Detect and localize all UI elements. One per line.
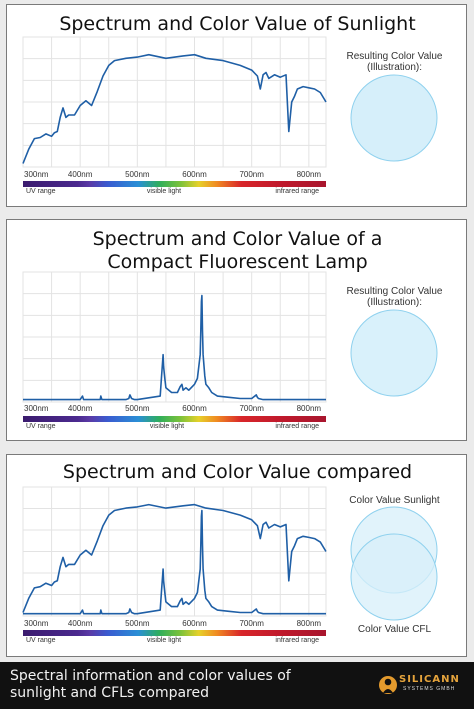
x-tick-label: 700nm — [239, 170, 264, 179]
infrared-range-label: infrared range — [275, 423, 319, 430]
visible-light-label: visible light — [147, 637, 181, 644]
cfl-spectrum-band — [23, 416, 326, 422]
compared-cfl-caption: Color Value CFL — [357, 624, 432, 635]
x-tick-label: 800nm — [297, 404, 322, 413]
sunlight-spectrum-line — [22, 53, 327, 164]
compared-cfl-circle — [350, 533, 438, 621]
uv-range-label: UV range — [26, 188, 56, 195]
x-tick-label: 500nm — [125, 404, 150, 413]
uv-range-label: UV range — [26, 423, 56, 430]
cfl-spectrum-line — [23, 294, 326, 401]
cfl-grid — [22, 271, 327, 403]
sunlight-title: Spectrum and Color Value of Sunlight — [59, 13, 416, 35]
cfl-panel: Spectrum and Color Value of a Compact Fl… — [6, 219, 467, 441]
x-tick-label: 700nm — [239, 404, 264, 413]
x-tick-label: 300nm — [24, 170, 49, 179]
spectrum-gradient — [23, 416, 326, 422]
footer-caption: Spectral information and color values of… — [10, 668, 291, 701]
visible-light-label: visible light — [147, 188, 181, 195]
sunlight-color-circle — [350, 74, 438, 162]
x-tick-label: 700nm — [239, 619, 264, 628]
x-tick-label: 400nm — [68, 619, 93, 628]
brand-name: SILICANN — [399, 674, 460, 685]
spectrum-gradient — [23, 630, 326, 636]
compared-title: Spectrum and Color Value compared — [62, 461, 413, 483]
x-tick-label: 600nm — [182, 404, 207, 413]
x-tick-label: 400nm — [68, 170, 93, 179]
sunlight-chart: 300nm 400nm 500nm 600nm 700nm 800nm UV range … — [22, 36, 438, 195]
infrared-range-label: infrared range — [275, 188, 319, 195]
x-tick-label: 300nm — [24, 619, 49, 628]
compared-panel: Spectrum and Color Value compared 300nm 4… — [6, 454, 467, 657]
brand-subtitle: SYSTEMS GMBH — [403, 686, 456, 692]
x-tick-label: 400nm — [68, 404, 93, 413]
compared-spectrum-band — [23, 630, 326, 636]
x-tick-label: 600nm — [182, 170, 207, 179]
cfl-color-caption: Resulting Color Value (Illustration): — [346, 286, 443, 308]
compared-grid — [22, 486, 327, 617]
sunlight-color-caption: Resulting Color Value (Illustration): — [346, 51, 443, 73]
visible-light-label: visible light — [150, 423, 184, 430]
compared-chart: 300nm 400nm 500nm 600nm 700nm 800nm UV range … — [22, 486, 438, 644]
x-tick-label: 800nm — [297, 170, 322, 179]
sunlight-panel: Spectrum and Color Value of Sunlight 300… — [6, 4, 467, 207]
cfl-color-circle — [350, 309, 438, 397]
compared-sunlight-line — [22, 503, 327, 613]
cfl-x-ticks: 300nm 400nm 500nm 600nm 700nm 800nm — [24, 404, 321, 413]
silicann-logo-icon — [379, 676, 397, 694]
spectrum-gradient — [23, 181, 326, 187]
x-tick-label: 500nm — [125, 619, 150, 628]
sunlight-spectrum-band — [23, 181, 326, 187]
x-tick-label: 800nm — [297, 619, 322, 628]
sunlight-grid — [22, 36, 327, 168]
cfl-chart: 300nm 400nm 500nm 600nm 700nm 800nm UV range … — [22, 271, 438, 430]
infrared-range-label: infrared range — [275, 637, 319, 644]
x-tick-label: 600nm — [182, 619, 207, 628]
sunlight-x-ticks: 300nm 400nm 500nm 600nm 700nm 800nm — [24, 170, 321, 179]
compared-x-ticks: 300nm 400nm 500nm 600nm 700nm 800nm — [24, 619, 321, 628]
cfl-title: Spectrum and Color Value of a Compact Fl… — [92, 228, 383, 273]
compared-sunlight-caption: Color Value Sunlight — [349, 495, 440, 506]
x-tick-label: 500nm — [125, 170, 150, 179]
compared-cfl-line — [23, 509, 326, 615]
uv-range-label: UV range — [26, 637, 56, 644]
x-tick-label: 300nm — [24, 404, 49, 413]
